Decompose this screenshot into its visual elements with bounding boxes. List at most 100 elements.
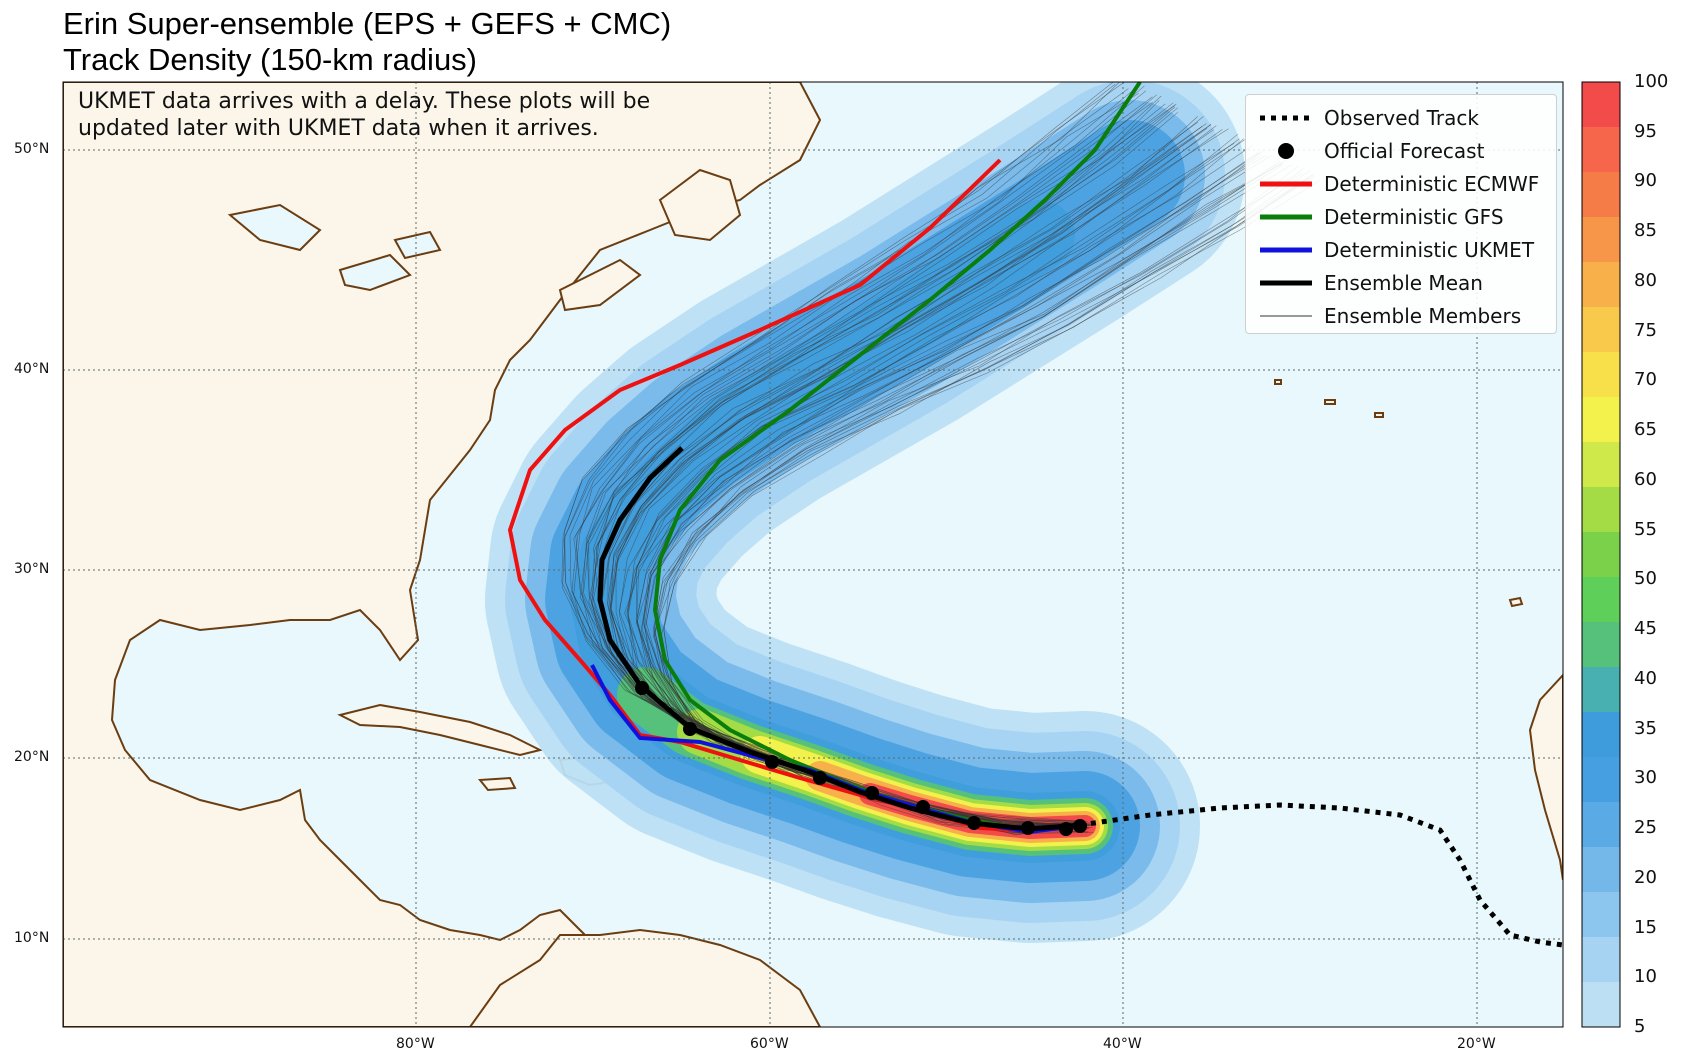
colorbar-tick-label: 25	[1634, 817, 1657, 839]
colorbar-segment	[1582, 757, 1620, 803]
colorbar-segment	[1582, 172, 1620, 218]
gridlines	[63, 82, 1563, 1027]
colorbar-segment	[1582, 352, 1620, 398]
great-lakes	[227, 203, 442, 292]
legend-swatch	[1278, 143, 1294, 159]
ukmet-note-line1: UKMET data arrives with a delay. These p…	[78, 89, 651, 114]
colorbar-segment	[1582, 397, 1620, 443]
legend: Observed Track Official Forecast Determini…	[1245, 94, 1557, 334]
colorbar-tick-label: 5	[1634, 1016, 1646, 1037]
colorbar-frame	[1581, 81, 1621, 1028]
forecast-point	[916, 800, 930, 814]
ensemble-member-track	[561, 82, 1114, 822]
azores-island	[1324, 399, 1336, 405]
colorbar-segment	[1582, 577, 1620, 623]
map-content	[63, 82, 1563, 1027]
forecast-point	[865, 786, 879, 800]
chart-subtitle: Track Density (150-km radius)	[63, 42, 478, 77]
legend-label: Deterministic UKMET	[1324, 238, 1535, 262]
azores-island	[1274, 379, 1282, 385]
longitude-label: 60°W	[750, 1036, 789, 1052]
legend-swatch	[1260, 214, 1312, 220]
colorbar-tick-label: 50	[1634, 568, 1657, 590]
colorbar-segment	[1582, 847, 1620, 893]
colorbar-segment	[1582, 667, 1620, 713]
legend-label: Deterministic ECMWF	[1324, 172, 1540, 196]
legend-item: Official Forecast	[1246, 136, 1556, 166]
colorbar-segment	[1582, 82, 1620, 128]
legend-swatch	[1260, 315, 1312, 317]
colorbar-segment	[1582, 622, 1620, 668]
colorbar	[1582, 82, 1620, 1028]
canary-island	[1508, 596, 1524, 608]
colorbar-segment	[1582, 442, 1620, 488]
colorbar-tick-label: 75	[1634, 319, 1657, 341]
legend-item: Ensemble Mean	[1246, 268, 1556, 298]
ensemble-member-track	[663, 173, 1315, 834]
nova-scotia-land	[558, 258, 642, 312]
colorbar-segment	[1582, 892, 1620, 938]
ensemble-member-track	[641, 162, 1283, 832]
colorbar-segment	[1582, 487, 1620, 533]
jamaica-land	[478, 776, 517, 792]
latitude-label: 30°N	[14, 561, 50, 577]
longitude-label: 80°W	[396, 1036, 435, 1052]
legend-label: Ensemble Members	[1324, 304, 1522, 328]
legend-swatch	[1260, 280, 1312, 286]
legend-item: Observed Track	[1246, 103, 1556, 133]
colorbar-segment	[1582, 712, 1620, 758]
ensemble-member-track	[564, 83, 1116, 822]
colorbar-tick-label: 65	[1634, 419, 1657, 441]
colorbar-segment	[1582, 802, 1620, 848]
colorbar-tick-label: 100	[1634, 71, 1669, 92]
map-frame	[62, 81, 1564, 1028]
latitude-label: 40°N	[14, 361, 50, 377]
legend-label: Official Forecast	[1324, 139, 1485, 163]
cuba-land	[337, 703, 543, 757]
legend-label: Ensemble Mean	[1324, 271, 1483, 295]
legend-item: Deterministic GFS	[1246, 202, 1556, 232]
legend-item: Deterministic ECMWF	[1246, 169, 1556, 199]
colorbar-tick-label: 30	[1634, 767, 1657, 789]
colorbar-segment	[1582, 262, 1620, 308]
latitude-label: 50°N	[14, 141, 50, 157]
colorbar-tick-label: 70	[1634, 369, 1657, 391]
forecast-point	[1059, 822, 1073, 836]
north-america-land	[63, 82, 822, 1027]
colorbar-tick-label: 55	[1634, 518, 1657, 540]
colorbar-tick-label: 90	[1634, 170, 1657, 192]
azores-island	[1374, 412, 1384, 418]
colorbar-segment	[1582, 937, 1620, 983]
colorbar-tick-label: 60	[1634, 468, 1657, 490]
colorbar-tick-label: 45	[1634, 618, 1657, 640]
colorbar-tick-label: 95	[1634, 120, 1657, 142]
legend-swatch	[1260, 247, 1312, 253]
longitude-label: 40°W	[1103, 1036, 1142, 1052]
south-america-land	[468, 928, 822, 1027]
official-forecast-points	[635, 681, 1087, 836]
legend-item: Deterministic UKMET	[1246, 235, 1556, 265]
colorbar-tick-label: 80	[1634, 269, 1657, 291]
colorbar-segment	[1582, 127, 1620, 173]
colorbar-tick-label: 20	[1634, 866, 1657, 888]
longitude-label: 20°W	[1457, 1036, 1496, 1052]
latitude-label: 10°N	[14, 930, 50, 946]
legend-swatch	[1260, 181, 1312, 187]
chart-title: Erin Super-ensemble (EPS + GEFS + CMC)	[63, 6, 672, 41]
colorbar-tick-label: 35	[1634, 717, 1657, 739]
forecast-point	[967, 816, 981, 830]
colorbar-segment	[1582, 307, 1620, 353]
newfoundland-land	[658, 168, 742, 242]
colorbar-segment	[1582, 217, 1620, 263]
ensemble-member-track	[573, 88, 1136, 825]
colorbar-tick-label: 15	[1634, 916, 1657, 938]
colorbar-segment	[1582, 532, 1620, 578]
forecast-point	[1021, 821, 1035, 835]
colorbar-tick-label: 85	[1634, 220, 1657, 242]
ukmet-note-line2: updated later with UKMET data when it ar…	[78, 116, 599, 141]
forecast-point	[1073, 819, 1087, 833]
forecast-point	[813, 771, 827, 785]
colorbar-tick-label: 10	[1634, 966, 1657, 988]
forecast-point	[635, 681, 649, 695]
legend-swatch	[1260, 115, 1312, 121]
